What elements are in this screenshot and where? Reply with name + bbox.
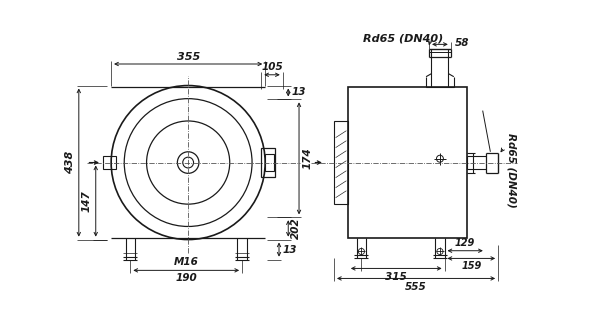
Text: 105: 105 (261, 62, 283, 72)
Text: 159: 159 (461, 261, 481, 271)
Bar (103, 155, 116, 170)
Text: 555: 555 (405, 281, 427, 292)
Text: 315: 315 (385, 272, 407, 281)
Bar (334, 121, 348, 204)
Text: Rd65 (DN40): Rd65 (DN40) (364, 33, 443, 43)
Text: 202: 202 (292, 217, 301, 239)
Bar (262, 148, 275, 177)
Bar (348, 88, 467, 237)
Text: Rd65 (DN40): Rd65 (DN40) (507, 133, 517, 208)
Text: 13: 13 (292, 88, 306, 97)
Text: 147: 147 (82, 190, 92, 212)
Bar (265, 154, 274, 171)
Text: 355: 355 (176, 52, 200, 62)
Text: 190: 190 (175, 274, 197, 283)
Text: 58: 58 (455, 38, 469, 48)
Text: 438: 438 (65, 151, 75, 174)
Text: 174: 174 (303, 148, 313, 169)
Text: M16: M16 (174, 256, 199, 267)
Text: 13: 13 (282, 245, 296, 255)
Text: 129: 129 (455, 238, 475, 248)
